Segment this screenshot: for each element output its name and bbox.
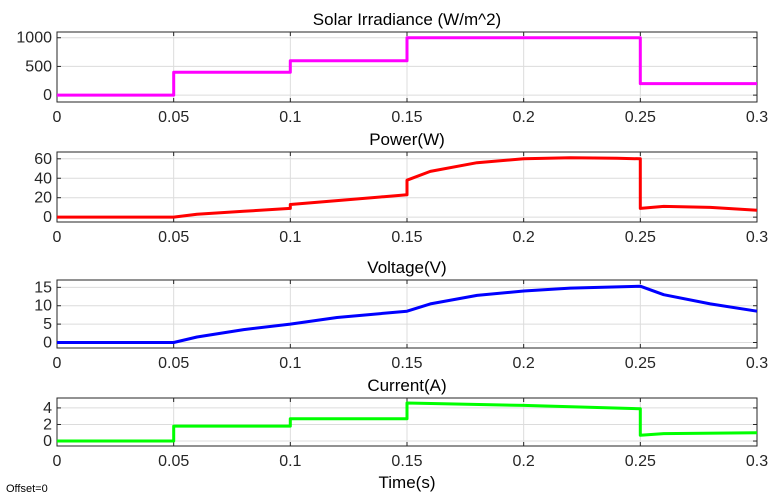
series-line-1 bbox=[57, 284, 758, 344]
x-tick-label: 0.05 bbox=[158, 355, 189, 372]
x-tick-label: 0.3 bbox=[746, 109, 768, 126]
x-tick-label: 0.2 bbox=[513, 109, 535, 126]
y-tick-label: 15 bbox=[34, 279, 52, 296]
x-tick-label: 0.05 bbox=[158, 453, 189, 470]
y-tick-label: 0 bbox=[43, 209, 52, 226]
y-tick-label: 5 bbox=[43, 316, 52, 333]
y-tick-label: 1000 bbox=[16, 30, 52, 47]
x-tick-label: 0 bbox=[53, 229, 62, 246]
x-tick-label: 0.2 bbox=[513, 453, 535, 470]
chart-title: Power(W) bbox=[369, 130, 445, 149]
y-tick-label: 0 bbox=[43, 87, 52, 104]
y-tick-label: 0 bbox=[43, 433, 52, 450]
y-tick-label: 500 bbox=[25, 58, 52, 75]
x-tick-label: 0.15 bbox=[391, 355, 422, 372]
x-tick-label: 0 bbox=[53, 355, 62, 372]
chart-title: Solar Irradiance (W/m^2) bbox=[313, 10, 501, 29]
x-tick-label: 0.15 bbox=[391, 453, 422, 470]
y-tick-label: 40 bbox=[34, 170, 52, 187]
x-tick-label: 0.1 bbox=[279, 229, 301, 246]
x-tick-label: 0.3 bbox=[746, 355, 768, 372]
subplot-2: 0 0.05 0.1 0.15 0.2 0.25 0.3 0 20 40 60 Power(W) bbox=[34, 130, 768, 246]
x-tick-label: 0 bbox=[53, 453, 62, 470]
x-tick-label: 0.3 bbox=[746, 229, 768, 246]
x-tick-label: 0.2 bbox=[513, 355, 535, 372]
x-tick-label: 0.2 bbox=[513, 229, 535, 246]
y-tick-label: 4 bbox=[43, 400, 52, 417]
y-tick-label: 20 bbox=[34, 190, 52, 207]
x-tick-label: 0.25 bbox=[625, 355, 656, 372]
subplot-4: 0 0.05 0.1 0.15 0.2 0.25 0.3024Current(A)Time(… bbox=[43, 376, 768, 492]
series-line-1 bbox=[57, 156, 758, 219]
x-axis-label: Time(s) bbox=[379, 473, 436, 492]
x-tick-label: 0.15 bbox=[391, 229, 422, 246]
x-tick-label: 0.05 bbox=[158, 109, 189, 126]
x-tick-label: 0.15 bbox=[391, 109, 422, 126]
y-tick-label: 2 bbox=[43, 416, 52, 433]
x-tick-label: 0 bbox=[53, 109, 62, 126]
y-tick-label: 60 bbox=[34, 151, 52, 168]
y-tick-label: 0 bbox=[43, 334, 52, 351]
x-tick-label: 0.1 bbox=[279, 109, 301, 126]
x-tick-label: 0.25 bbox=[625, 453, 656, 470]
x-tick-label: 0.1 bbox=[279, 355, 301, 372]
chart-title: Current(A) bbox=[367, 376, 446, 395]
subplot-1: 0 0.05 0.1 0.15 0.2 0.25 0.3 0 500 1000 Solar Irra… bbox=[16, 10, 768, 126]
x-tick-label: 0.25 bbox=[625, 109, 656, 126]
offset-label: Offset=0 bbox=[6, 483, 48, 495]
x-tick-label: 0.25 bbox=[625, 229, 656, 246]
series-line-1 bbox=[57, 36, 757, 97]
chart-title: Voltage(V) bbox=[367, 258, 446, 277]
x-tick-label: 0.3 bbox=[746, 453, 768, 470]
series-line-1 bbox=[57, 401, 758, 443]
x-tick-label: 0.05 bbox=[158, 229, 189, 246]
y-tick-label: 10 bbox=[34, 298, 52, 315]
x-tick-label: 0.1 bbox=[279, 453, 301, 470]
